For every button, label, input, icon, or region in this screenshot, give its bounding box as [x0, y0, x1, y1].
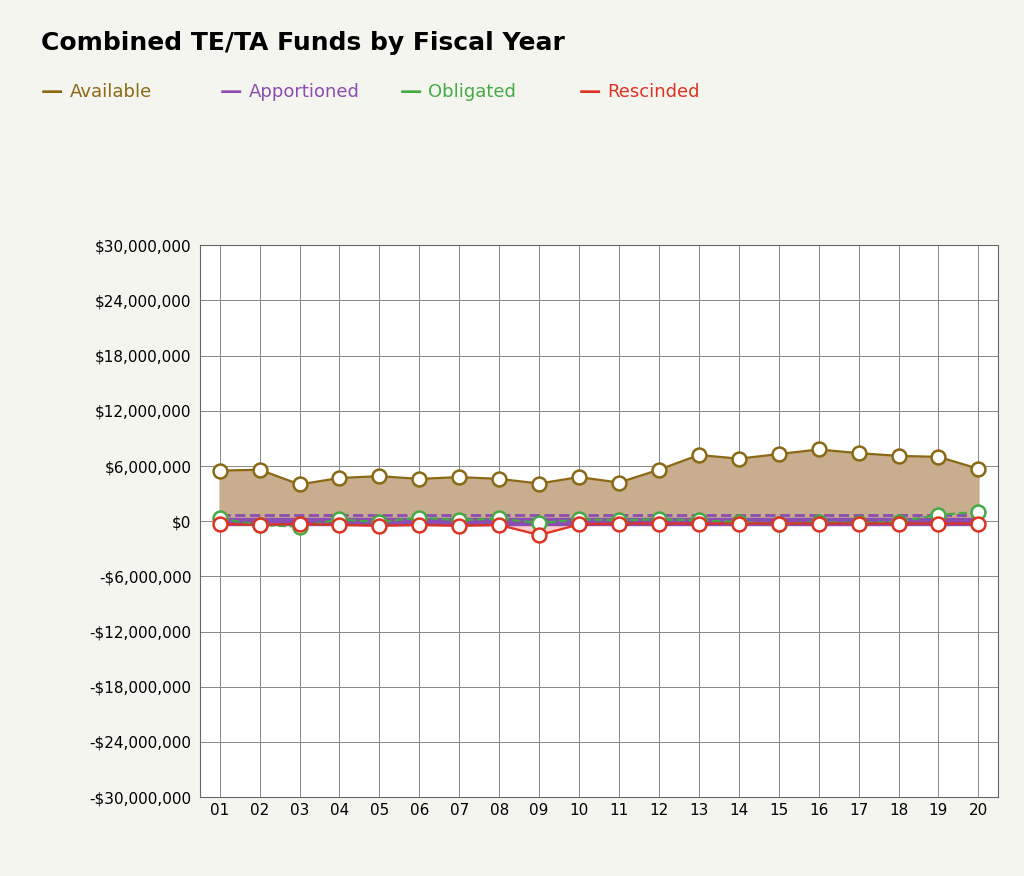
- Text: Combined TE/TA Funds by Fiscal Year: Combined TE/TA Funds by Fiscal Year: [41, 31, 565, 54]
- Text: Available: Available: [70, 83, 152, 101]
- Text: —: —: [399, 82, 422, 102]
- Text: —: —: [41, 82, 63, 102]
- Text: Apportioned: Apportioned: [249, 83, 359, 101]
- Text: —: —: [220, 82, 243, 102]
- Text: Obligated: Obligated: [428, 83, 516, 101]
- Text: Rescinded: Rescinded: [607, 83, 699, 101]
- Text: —: —: [579, 82, 601, 102]
